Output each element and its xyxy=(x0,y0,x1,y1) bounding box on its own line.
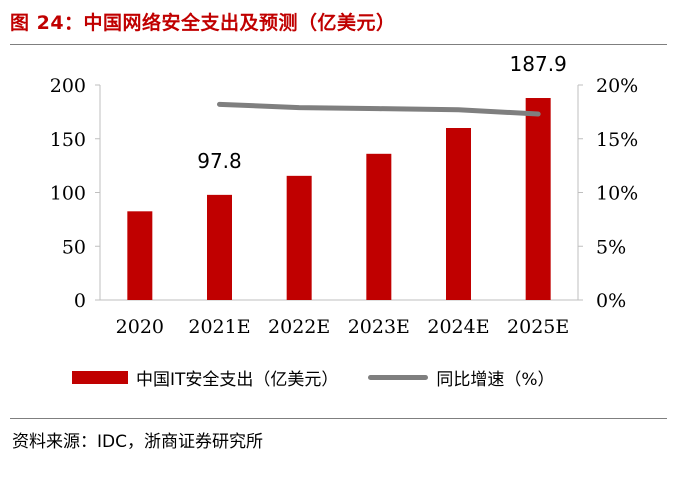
legend-bar-swatch xyxy=(72,370,128,384)
title-divider xyxy=(10,44,667,45)
y-right-tick-label: 20% xyxy=(596,75,638,97)
bar-2020 xyxy=(127,211,153,300)
y-left-tick-label: 200 xyxy=(50,75,86,97)
growth-line xyxy=(217,101,541,117)
x-tick-label: 2021E xyxy=(188,316,250,338)
source-note: 资料来源：IDC，浙商证券研究所 xyxy=(12,432,263,452)
bar-2021E xyxy=(207,194,232,300)
y-right-tick-label: 0% xyxy=(596,290,626,312)
bar-2022E xyxy=(286,175,312,300)
bar-2025E xyxy=(525,98,551,300)
x-tick-label: 2024E xyxy=(427,316,489,338)
legend-bar-label: 中国IT安全支出（亿美元） xyxy=(136,369,339,390)
y-left-tick-label: 0 xyxy=(74,290,86,312)
y-left-tick-label: 150 xyxy=(50,129,86,151)
figure-title: 图 24：中国网络安全支出及预测（亿美元） xyxy=(10,12,396,34)
bar-2023E xyxy=(366,153,392,300)
y-right-tick-label: 5% xyxy=(596,236,626,258)
y-right-tick-label: 15% xyxy=(596,129,638,151)
bar-2024E xyxy=(446,128,471,300)
chart-legend: 中国IT安全支出（亿美元） 同比增速（%） xyxy=(72,364,555,390)
x-tick-label: 2022E xyxy=(268,316,330,338)
legend-line-label: 同比增速（%） xyxy=(436,369,555,390)
y-left-tick-label: 100 xyxy=(50,183,86,205)
x-tick-label: 2025E xyxy=(507,316,569,338)
y-right-tick-label: 10% xyxy=(596,183,638,205)
x-tick-label: 2020 xyxy=(116,316,164,338)
y-left-tick-label: 50 xyxy=(62,236,86,258)
legend-line-swatch xyxy=(368,374,429,380)
footer-divider xyxy=(10,418,667,419)
x-tick-label: 2023E xyxy=(348,316,410,338)
data-label-2021E: 97.8 xyxy=(197,149,242,173)
data-label-2025E: 187.9 xyxy=(510,52,567,76)
